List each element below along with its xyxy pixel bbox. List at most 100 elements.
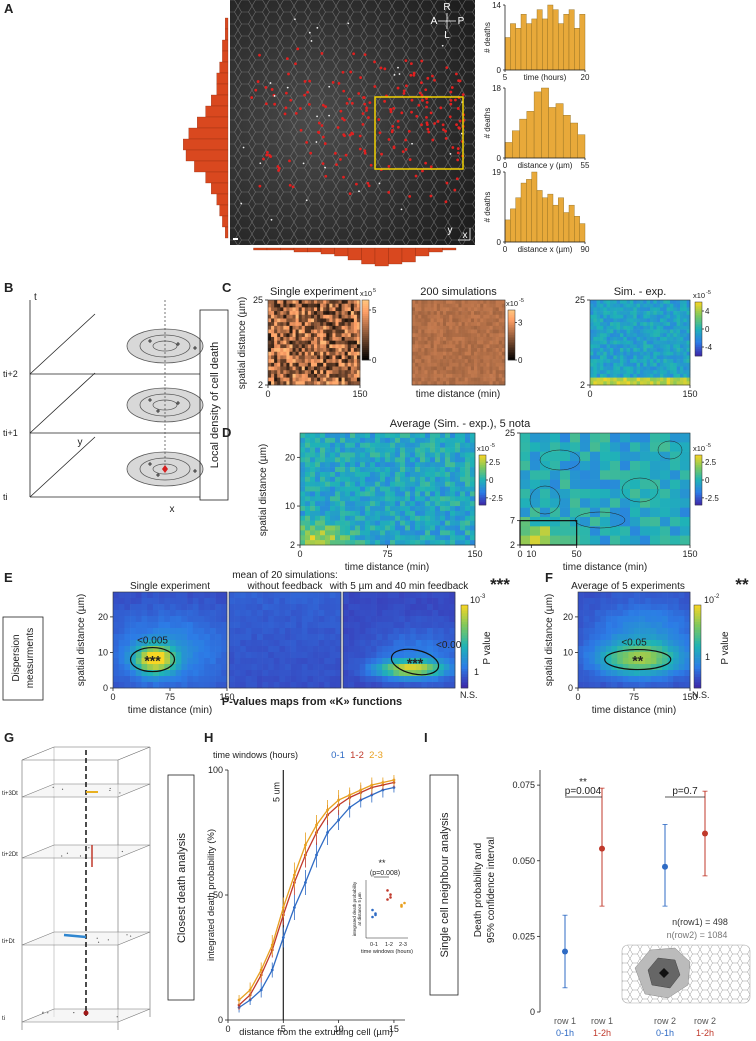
heatmap-cell <box>324 622 331 629</box>
heatmap-cell <box>198 634 205 641</box>
heatmap-cell <box>295 325 299 330</box>
heatmap-cell <box>350 467 356 473</box>
heatmap-cell <box>277 381 281 386</box>
heatmap-cell <box>329 598 336 605</box>
heatmap-cell <box>280 303 284 308</box>
heatmap-cell <box>464 377 469 382</box>
heatmap-cell <box>436 303 441 308</box>
y-tick-label: 0 <box>103 683 108 693</box>
heatmap-cell <box>307 622 314 629</box>
heatmap-cell <box>113 658 119 665</box>
heatmap-cell <box>141 640 148 647</box>
heatmap-cell <box>325 471 331 478</box>
colorbar-slice <box>461 668 468 672</box>
colorbar-slice <box>461 640 468 645</box>
heatmap-cell <box>314 333 318 338</box>
heatmap-cell <box>433 355 438 360</box>
heatmap-cell <box>430 447 436 453</box>
heatmap-cell <box>467 307 472 312</box>
heatmap-cell <box>371 628 377 635</box>
heatmap-cell <box>301 300 306 304</box>
heatmap-cell <box>289 307 293 312</box>
colorbar-slice <box>362 334 369 337</box>
colorbar-slice <box>508 330 515 332</box>
heatmap-cell <box>356 355 361 360</box>
heatmap-cell <box>290 646 297 653</box>
heatmap-cell <box>634 610 640 617</box>
heatmap-cell <box>298 362 303 367</box>
heatmap-cell <box>385 506 391 512</box>
colorbar-slice <box>461 685 468 689</box>
heatmap-cell <box>464 311 469 316</box>
heatmap-cell <box>620 370 624 375</box>
death-dot <box>342 133 346 137</box>
heatmap-cell <box>486 373 490 378</box>
heatmap-cell <box>344 303 349 308</box>
heatmap-cell <box>300 540 306 546</box>
heatmap-cell <box>432 628 439 635</box>
colorbar-slice <box>362 314 369 317</box>
death-dot <box>348 97 351 101</box>
heatmap-cell <box>620 442 631 452</box>
heatmap-cell <box>583 628 590 635</box>
colorbar-slice <box>695 347 702 350</box>
heatmap-cell <box>580 507 591 518</box>
heatmap-cell <box>660 336 664 341</box>
heatmap-cell <box>600 336 604 341</box>
heatmap-cell <box>421 640 428 647</box>
heatmap-cell <box>332 362 336 367</box>
heatmap-cell <box>318 628 325 635</box>
heatmap-cell <box>440 515 446 521</box>
heatmap-cell <box>320 433 326 439</box>
heatmap-cell <box>646 329 651 334</box>
heatmap-cell <box>370 457 376 463</box>
heatmap-cell <box>596 373 601 378</box>
heatmap-cell <box>680 451 691 462</box>
heatmap-cell <box>680 340 684 345</box>
death-dot <box>402 92 406 95</box>
heatmap-cell <box>305 433 311 439</box>
heatmap-cell <box>113 646 119 653</box>
heatmap-cell <box>400 515 406 521</box>
heatmap-cell <box>387 646 394 653</box>
heatmap-cell <box>620 507 631 518</box>
heatmap-cell <box>590 355 594 360</box>
heatmap-cell <box>489 370 493 375</box>
heatmap-cell <box>262 622 269 629</box>
heatmap-cell <box>464 366 469 371</box>
heatmap-cell <box>670 314 674 319</box>
heatmap-cell <box>603 340 607 345</box>
heatmap-cell <box>440 452 446 458</box>
heatmap-cell <box>340 530 346 536</box>
death-dot <box>258 184 262 188</box>
heatmap-cell <box>234 646 241 653</box>
heatmap-cell <box>560 461 571 471</box>
heatmap-cell <box>314 362 318 367</box>
heatmap-cell <box>461 359 465 364</box>
colorbar-slice <box>479 458 486 461</box>
heatmap-cell <box>353 340 358 345</box>
heatmap-cell <box>292 336 296 341</box>
heatmap-cell <box>325 481 331 487</box>
heatmap-cell <box>400 506 406 512</box>
heatmap-cell <box>310 355 315 360</box>
death-dot <box>361 112 365 116</box>
heatmap-cell <box>427 300 431 304</box>
heatmap-cell <box>415 658 422 665</box>
heatmap-cell <box>192 592 199 599</box>
heatmap-cell <box>175 658 182 665</box>
heatmap-cell <box>399 682 405 689</box>
death-dot <box>455 177 459 181</box>
heatmap-cell <box>645 598 652 605</box>
y-tick-label: 19 <box>492 168 501 177</box>
heatmap-cell <box>354 646 361 653</box>
heatmap-cell <box>152 616 159 623</box>
heatmap-cell <box>436 377 441 382</box>
heatmap-cell <box>415 676 422 683</box>
heatmap-cell <box>461 307 465 312</box>
heatmap-cell <box>335 598 342 605</box>
heatmap-cell <box>470 370 475 375</box>
heatmap-cell <box>330 476 336 482</box>
heatmap-cell <box>656 592 663 599</box>
heatmap-cell <box>350 348 355 353</box>
